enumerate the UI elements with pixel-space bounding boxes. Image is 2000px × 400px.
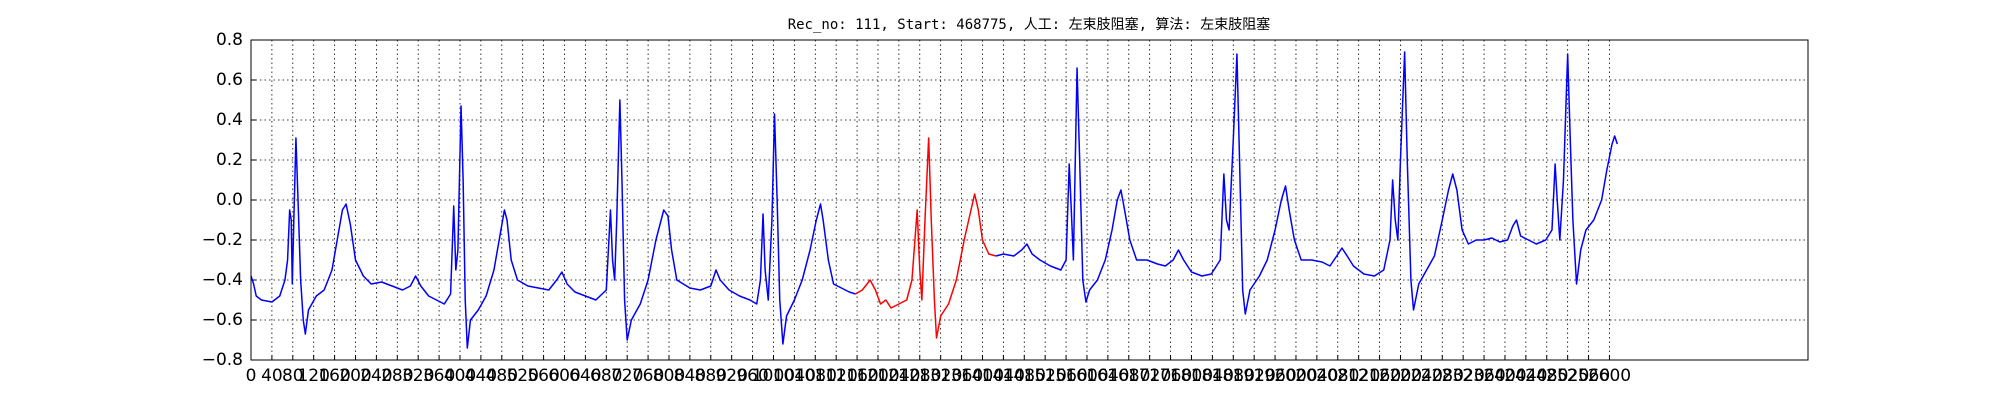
x-tick-label: 240 (360, 366, 392, 386)
y-tick-label: 0.6 (216, 70, 243, 90)
x-tick-label: 600 (548, 366, 580, 386)
x-tick-label: 1840 (1191, 366, 1234, 386)
x-tick-label: 360 (423, 366, 455, 386)
ecg-line (250, 99, 856, 349)
x-tick-label: 2280 (1421, 366, 1464, 386)
x-tick-label: 80 (282, 366, 304, 386)
y-tick-label: 0.2 (216, 150, 243, 170)
x-tick-label: 2440 (1504, 366, 1547, 386)
x-tick-label: 1640 (1086, 366, 1129, 386)
x-tick-label: 2120 (1337, 366, 1380, 386)
x-tick-label: 1400 (961, 366, 1004, 386)
x-tick-label: 120 (297, 366, 329, 386)
x-tick-label: 2040 (1295, 366, 1338, 386)
x-tick-label: 800 (653, 366, 685, 386)
x-tick-label: 2240 (1400, 366, 1443, 386)
y-tick-label: −0.8 (202, 350, 243, 370)
x-tick-label: 160 (318, 366, 350, 386)
x-tick-label: 320 (402, 366, 434, 386)
x-tick-label: 1120 (815, 366, 858, 386)
x-tick-label: 1480 (1003, 366, 1046, 386)
x-tick-label: 1080 (794, 366, 837, 386)
x-tick-label: 2000 (1274, 366, 1317, 386)
x-tick-label: 480 (486, 366, 518, 386)
x-tick-label: 1960 (1253, 366, 1296, 386)
x-tick-label: 2080 (1316, 366, 1359, 386)
y-tick-label: 0.0 (216, 190, 243, 210)
x-tick-label: 2480 (1525, 366, 1568, 386)
x-tick-label: 1240 (877, 366, 920, 386)
x-tick-label: 640 (569, 366, 601, 386)
x-tick-label: 2160 (1358, 366, 1401, 386)
x-tick-label: 2400 (1483, 366, 1526, 386)
x-tick-label: 1920 (1233, 366, 1276, 386)
x-tick-label: 2200 (1379, 366, 1422, 386)
y-tick-label: 0.4 (216, 110, 243, 130)
x-tick-label: 280 (381, 366, 413, 386)
x-tick-label: 1880 (1212, 366, 1255, 386)
y-tick-label: −0.4 (202, 270, 243, 290)
x-tick-label: 2560 (1567, 366, 1610, 386)
x-tick-label: 0 (246, 366, 257, 386)
x-tick-label: 1280 (898, 366, 941, 386)
y-tick-label: −0.6 (202, 310, 243, 330)
x-tick-label: 1200 (856, 366, 899, 386)
plot-frame (250, 39, 1809, 361)
x-tick-label: 1360 (940, 366, 983, 386)
x-tick-label: 760 (632, 366, 664, 386)
x-tick-label: 1680 (1107, 366, 1150, 386)
x-tick-label: 2360 (1462, 366, 1505, 386)
x-tick-label: 2320 (1442, 366, 1485, 386)
x-tick-label: 1320 (919, 366, 962, 386)
x-tick-label: 840 (674, 366, 706, 386)
y-tick-label: −0.2 (202, 230, 243, 250)
x-tick-label: 40 (261, 366, 283, 386)
x-tick-label: 1760 (1149, 366, 1192, 386)
ecg-line (855, 137, 997, 339)
x-tick-label: 1040 (773, 366, 816, 386)
x-tick-label: 680 (590, 366, 622, 386)
chart-title: Rec_no: 111, Start: 468775, 人工: 左束肢阻塞, 算… (788, 16, 1271, 33)
x-tick-label: 520 (506, 366, 538, 386)
x-tick-label: 960 (736, 366, 768, 386)
x-tick-label: 1440 (982, 366, 1025, 386)
x-tick-label: 1560 (1044, 366, 1087, 386)
x-tick-label: 920 (715, 366, 747, 386)
x-tick-label: 200 (339, 366, 371, 386)
x-tick-label: 400 (444, 366, 476, 386)
x-tick-label: 1720 (1128, 366, 1171, 386)
y-tick-label: 0.8 (216, 30, 243, 50)
x-tick-label: 1160 (835, 366, 878, 386)
x-tick-label: 880 (695, 366, 727, 386)
x-tick-label: 1800 (1170, 366, 1213, 386)
x-tick-label: 440 (465, 366, 497, 386)
x-tick-label: 1000 (752, 366, 795, 386)
x-tick-label: 1600 (1065, 366, 1108, 386)
x-tick-label: 560 (527, 366, 559, 386)
x-tick-label: 1520 (1024, 366, 1067, 386)
ecg-line (995, 51, 1619, 315)
x-tick-label: 2600 (1588, 366, 1631, 386)
x-tick-label: 720 (611, 366, 643, 386)
x-tick-label: 2520 (1546, 366, 1589, 386)
